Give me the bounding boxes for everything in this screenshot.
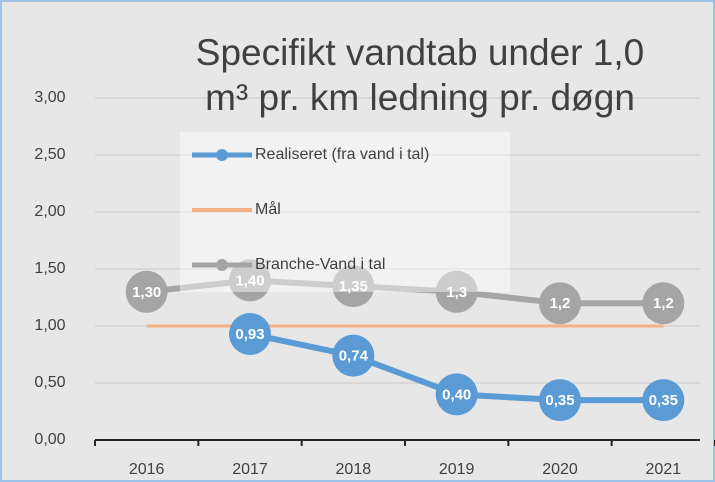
data-label: 0,74	[339, 348, 369, 365]
legend-label: Realiseret (fra vand i tal)	[255, 146, 429, 163]
marker	[229, 312, 271, 355]
y-tick-label: 1,00	[34, 317, 65, 334]
y-tick-label: 1,50	[34, 260, 65, 277]
data-label: 1,3	[446, 284, 467, 301]
marker	[435, 270, 478, 313]
chart-title: m³ pr. km ledning pr. døgn	[205, 77, 635, 118]
data-label: 0,35	[545, 392, 574, 409]
data-label: 0,93	[235, 326, 264, 343]
x-tick-label: 2019	[439, 461, 475, 478]
x-tick-label: 2020	[542, 461, 578, 478]
x-tick-label: 2021	[646, 461, 682, 478]
marker	[332, 334, 375, 377]
data-label: 1,30	[132, 284, 161, 301]
x-tick-label: 2018	[336, 461, 372, 478]
legend-label: Branche-Vand i tal	[255, 256, 385, 273]
data-label: 1,40	[235, 272, 264, 289]
marker	[642, 379, 685, 422]
marker	[642, 282, 685, 325]
y-tick-label: 2,00	[34, 203, 65, 220]
marker	[435, 373, 478, 416]
x-tick-label: 2016	[129, 461, 165, 478]
marker	[332, 265, 375, 308]
data-label: 1,2	[550, 295, 571, 312]
data-label: 0,35	[649, 392, 678, 409]
marker	[229, 259, 271, 302]
data-label: 1,2	[653, 295, 674, 312]
legend-marker	[216, 259, 228, 271]
y-tick-label: 3,00	[34, 89, 65, 106]
chart-title: Specifikt vandtab under 1,0	[196, 32, 644, 73]
marker	[539, 282, 581, 325]
x-tick-label: 2017	[232, 461, 268, 478]
y-tick-label: 2,50	[34, 146, 65, 163]
legend-label: Mål	[255, 200, 281, 218]
y-tick-label: 0,00	[34, 431, 65, 448]
marker	[539, 379, 581, 422]
data-label: 1,35	[339, 278, 368, 295]
y-tick-label: 0,50	[34, 374, 65, 391]
legend-marker	[216, 149, 228, 161]
marker	[125, 270, 168, 313]
data-label: 0,40	[442, 386, 471, 403]
